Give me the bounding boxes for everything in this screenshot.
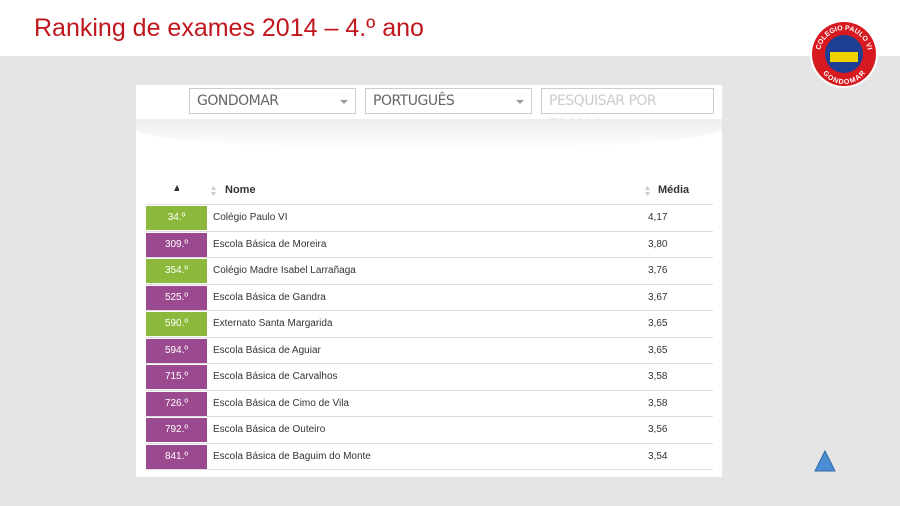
name-cell: Escola Básica de Baguim do Monte <box>213 450 371 462</box>
name-cell: Colégio Madre Isabel Larrañaga <box>213 265 356 276</box>
name-cell: Colégio Paulo VI <box>213 212 288 223</box>
table-row: 309.º Escola Básica de Moreira 3,80 <box>146 230 713 258</box>
ranking-panel: GONDOMAR PORTUGUÊS PESQUISAR POR ESCOLA … <box>136 85 722 477</box>
rank-cell: 525.º <box>146 285 207 310</box>
table-row: 841.º Escola Básica de Baguim do Monte 3,5… <box>146 442 713 470</box>
search-input[interactable]: PESQUISAR POR ESCOLA <box>541 88 714 133</box>
media-cell: 3,58 <box>648 397 668 409</box>
table-row: 594.º Escola Básica de Aguiar 3,65 <box>146 336 713 364</box>
name-cell: Externato Santa Margarida <box>213 318 333 329</box>
name-cell: Escola Básica de Outeiro <box>213 424 326 435</box>
name-cell: Escola Básica de Gandra <box>213 291 326 303</box>
rank-cell: 726.º <box>146 391 207 416</box>
media-cell: 3,67 <box>648 291 668 303</box>
media-cell: 3,65 <box>648 318 668 329</box>
rank-cell: 792.º <box>146 418 207 442</box>
rank-cell: 354.º <box>146 259 207 283</box>
table-row: 726.º Escola Básica de Cimo de Vila 3,58 <box>146 389 713 417</box>
name-cell: Escola Básica de Cimo de Vila <box>213 397 349 409</box>
rank-cell: 590.º <box>146 312 207 336</box>
table-row: 354.º Colégio Madre Isabel Larrañaga 3,76 <box>146 257 713 284</box>
media-cell: 4,17 <box>648 212 668 223</box>
sort-icon[interactable] <box>211 186 216 196</box>
rank-cell: 594.º <box>146 338 207 363</box>
slide-title: Ranking de exames 2014 – 4.º ano <box>34 14 424 42</box>
header-name[interactable]: Nome <box>225 184 256 196</box>
sort-icon[interactable] <box>174 185 179 195</box>
name-cell: Escola Básica de Carvalhos <box>213 371 338 382</box>
rank-cell: 309.º <box>146 232 207 257</box>
media-cell: 3,80 <box>648 238 668 250</box>
name-cell: Escola Básica de Moreira <box>213 238 327 250</box>
sort-icon[interactable] <box>645 186 650 196</box>
table-bottom-border <box>146 469 713 470</box>
table-row: 590.º Externato Santa Margarida 3,65 <box>146 310 713 337</box>
up-button[interactable] <box>814 450 836 472</box>
media-cell: 3,76 <box>648 265 668 276</box>
media-cell: 3,56 <box>648 424 668 435</box>
rank-cell: 841.º <box>146 444 207 469</box>
name-cell: Escola Básica de Aguiar <box>213 344 321 356</box>
rank-cell: 715.º <box>146 365 207 389</box>
media-cell: 3,54 <box>648 450 668 462</box>
media-cell: 3,65 <box>648 344 668 356</box>
shadow <box>136 119 722 149</box>
table-row: 792.º Escola Básica de Outeiro 3,56 <box>146 416 713 443</box>
table-row: 34.º Colégio Paulo VI 4,17 <box>146 204 713 231</box>
table-row: 525.º Escola Básica de Gandra 3,67 <box>146 283 713 311</box>
header-band <box>0 0 900 56</box>
header-media[interactable]: Média <box>658 184 690 196</box>
table-row: 715.º Escola Básica de Carvalhos 3,58 <box>146 363 713 390</box>
select-text: GONDOMAR <box>197 93 279 109</box>
select-text: PORTUGUÊS <box>373 93 455 109</box>
subject-select[interactable]: PORTUGUÊS <box>365 88 532 114</box>
rank-cell: 34.º <box>146 206 207 230</box>
district-select[interactable]: GONDOMAR <box>189 88 356 114</box>
logo: COLEGIO PAULO VI GONDOMAR <box>810 20 878 88</box>
media-cell: 3,58 <box>648 371 668 382</box>
